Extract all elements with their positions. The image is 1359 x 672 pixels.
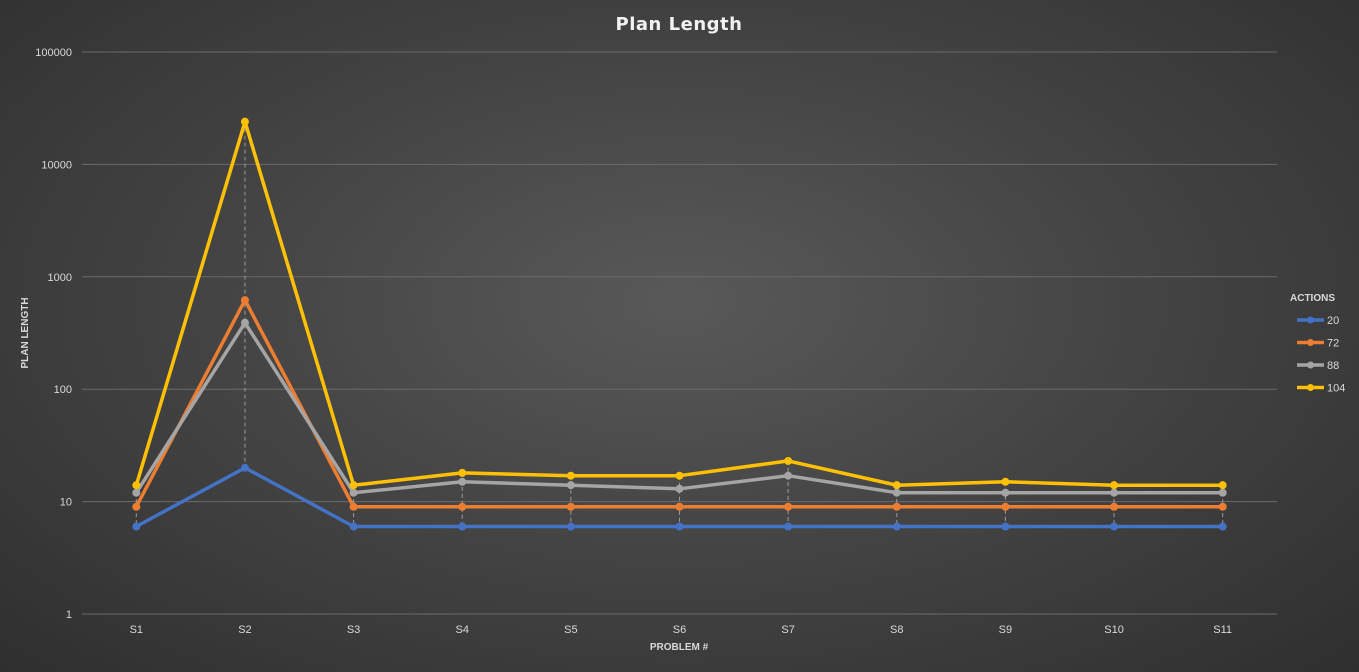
data-point	[892, 488, 901, 497]
data-point	[132, 502, 141, 511]
x-tick-label: S7	[781, 624, 794, 636]
x-tick-label: S11	[1213, 624, 1232, 636]
x-tick-label: S2	[238, 624, 251, 636]
data-point	[1218, 481, 1227, 490]
series-104	[132, 117, 1227, 490]
grid-lines	[82, 51, 1277, 615]
data-point	[458, 522, 467, 531]
legend-item: 104	[1297, 383, 1345, 395]
data-point	[784, 456, 793, 465]
legend-marker	[1307, 384, 1314, 391]
legend-marker	[1307, 316, 1314, 324]
data-point	[1218, 502, 1227, 511]
x-tick-label: S9	[999, 624, 1012, 636]
data-point	[784, 471, 793, 480]
data-point	[675, 484, 684, 493]
data-point	[1218, 488, 1227, 497]
legend-label: 20	[1327, 315, 1339, 327]
data-point	[1218, 522, 1227, 531]
data-point	[1110, 502, 1119, 511]
series-88	[132, 318, 1227, 497]
data-point	[566, 502, 575, 511]
y-tick-label: 100000	[35, 47, 72, 59]
data-point	[892, 502, 901, 511]
data-point	[1110, 481, 1119, 490]
data-point	[349, 488, 358, 497]
data-point	[1110, 488, 1119, 497]
y-tick-label: 1000	[48, 272, 72, 284]
legend-item: 88	[1297, 360, 1339, 372]
x-axis-label: PROBLEM #	[650, 642, 709, 653]
data-point	[892, 481, 901, 490]
data-point	[1001, 502, 1010, 511]
data-point	[566, 522, 575, 531]
data-point	[349, 481, 358, 490]
x-tick-label: S10	[1104, 624, 1124, 636]
legend-marker	[1307, 361, 1314, 369]
y-axis-ticks: 1 10 100 1000 10000 100000	[35, 47, 72, 621]
data-point	[458, 468, 467, 477]
data-point	[1001, 522, 1010, 531]
legend-item: 72	[1297, 338, 1339, 350]
data-point	[675, 471, 684, 480]
y-tick-label: 10	[60, 497, 72, 509]
data-point	[240, 463, 249, 472]
x-axis-ticks: S1 S2 S3 S4 S5 S6 S7 S8 S9 S10 S11	[130, 624, 1232, 636]
data-point	[240, 318, 249, 327]
legend-marker	[1307, 339, 1314, 346]
data-point	[349, 522, 358, 531]
y-axis-label: PLAN LENGTH	[20, 297, 31, 368]
data-point	[1110, 522, 1119, 531]
data-point	[132, 488, 141, 497]
series-20	[132, 463, 1227, 531]
x-tick-label: S4	[455, 624, 468, 636]
x-tick-label: S6	[673, 624, 686, 636]
data-point	[458, 477, 467, 486]
data-point	[349, 502, 358, 511]
data-point	[132, 481, 141, 490]
drop-lines	[135, 121, 1224, 527]
data-point	[784, 522, 793, 531]
series-line	[134, 321, 1223, 495]
x-tick-label: S8	[890, 624, 903, 636]
legend-label: 88	[1327, 360, 1339, 372]
y-tick-label: 100	[54, 384, 72, 396]
data-point	[1001, 477, 1010, 486]
legend-title: ACTIONS	[1290, 293, 1335, 304]
legend-label: 104	[1327, 383, 1345, 395]
data-point	[132, 522, 141, 531]
data-point	[240, 117, 249, 126]
data-point	[240, 296, 249, 305]
data-point	[566, 471, 575, 480]
y-tick-label: 1	[66, 609, 72, 621]
chart-title: Plan Length	[616, 14, 743, 35]
x-tick-label: S1	[130, 624, 143, 636]
data-point	[675, 502, 684, 511]
y-tick-label: 10000	[41, 159, 72, 171]
data-point	[458, 502, 467, 511]
legend-label: 72	[1327, 338, 1339, 350]
legend-item: 20	[1297, 315, 1339, 327]
series-lines	[132, 117, 1227, 531]
data-point	[784, 502, 793, 511]
data-point	[1001, 488, 1010, 497]
data-point	[675, 522, 684, 531]
data-point	[566, 481, 575, 490]
legend: ACTIONS 20 72 88 104	[1290, 293, 1345, 395]
x-tick-label: S3	[347, 624, 360, 636]
series-line	[134, 119, 1223, 487]
x-tick-label: S5	[564, 624, 577, 636]
data-point	[892, 522, 901, 531]
